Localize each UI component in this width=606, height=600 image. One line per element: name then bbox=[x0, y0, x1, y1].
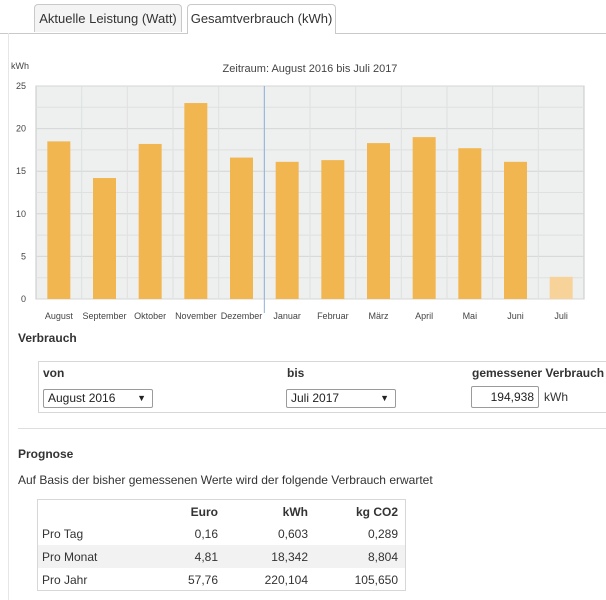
bar-september bbox=[93, 178, 116, 299]
bar-april bbox=[412, 137, 436, 299]
bar-november bbox=[184, 103, 208, 299]
cell-euro: 4,81 bbox=[194, 550, 218, 564]
plot-area: 0 5 10 15 20 25 August September Oktober November… bbox=[16, 81, 585, 321]
row-label: Pro Monat bbox=[42, 550, 98, 564]
content-area bbox=[8, 33, 606, 600]
gemessener-verbrauch-input[interactable]: 194,938 bbox=[471, 386, 539, 408]
x-tick-label: September bbox=[82, 311, 126, 321]
tab-aktuelle-leistung[interactable]: Aktuelle Leistung (Watt) bbox=[34, 4, 182, 32]
table-header-row: Euro kWh kg CO2 bbox=[38, 500, 405, 523]
bar-dezember bbox=[230, 157, 253, 299]
x-tick-label: Juli bbox=[554, 311, 568, 321]
row-label: Pro Tag bbox=[42, 527, 84, 541]
bar-juni bbox=[504, 161, 527, 299]
bar-august bbox=[47, 141, 71, 299]
chart-title: Zeitraum: August 2016 bis Juli 2017 bbox=[223, 63, 398, 75]
bis-select[interactable]: Juli 2017 ▼ bbox=[286, 389, 396, 408]
cell-kwh: 18,342 bbox=[271, 550, 308, 564]
von-label: von bbox=[43, 366, 65, 380]
table-row: Pro Monat 4,81 18,342 8,804 bbox=[38, 545, 405, 568]
column-header-co2: kg CO2 bbox=[355, 505, 398, 519]
cell-co2: 0,289 bbox=[367, 527, 398, 541]
chevron-down-icon: ▼ bbox=[380, 393, 389, 403]
y-tick-label: 5 bbox=[21, 251, 26, 261]
x-tick-label: Februar bbox=[317, 311, 349, 321]
bar-mai bbox=[458, 148, 482, 299]
tab-gesamtverbrauch[interactable]: Gesamtverbrauch (kWh) bbox=[187, 4, 336, 34]
bar-januar bbox=[275, 161, 299, 299]
verbrauch-heading: Verbrauch bbox=[18, 331, 77, 345]
cell-euro: 57,76 bbox=[187, 573, 218, 587]
cell-euro: 0,16 bbox=[194, 527, 218, 541]
cell-kwh: 0,603 bbox=[277, 527, 308, 541]
x-tick-label: November bbox=[175, 311, 217, 321]
x-tick-label: Oktober bbox=[134, 311, 166, 321]
x-tick-label: Januar bbox=[273, 311, 301, 321]
gemessener-verbrauch-label: gemessener Verbrauch bbox=[472, 366, 605, 380]
y-tick-label: 20 bbox=[16, 124, 26, 134]
bis-label: bis bbox=[287, 366, 305, 380]
bis-select-value: Juli 2017 bbox=[291, 391, 340, 405]
bar-februar bbox=[321, 160, 345, 299]
x-tick-label: April bbox=[415, 311, 433, 321]
column-header-euro: Euro bbox=[190, 505, 218, 519]
column-header-kwh: kWh bbox=[282, 505, 308, 519]
row-label: Pro Jahr bbox=[42, 573, 88, 587]
verbrauch-panel: von bis gemessener Verbrauch August 2016… bbox=[38, 361, 606, 413]
cell-kwh: 220,104 bbox=[264, 573, 308, 587]
table-row: Pro Jahr 57,76 220,104 105,650 bbox=[38, 568, 405, 591]
y-tick-label: 10 bbox=[16, 209, 26, 219]
y-tick-label: 0 bbox=[21, 294, 26, 304]
y-tick-label: 25 bbox=[16, 81, 26, 91]
chevron-down-icon: ▼ bbox=[137, 393, 146, 403]
bar-oktober bbox=[138, 143, 162, 299]
unit-label: kWh bbox=[544, 390, 568, 404]
x-tick-label: August bbox=[45, 311, 74, 321]
prognose-description: Auf Basis der bisher gemessenen Werte wi… bbox=[18, 473, 433, 487]
bar-juli bbox=[549, 276, 573, 299]
consumption-chart: kWh Zeitraum: August 2016 bis Juli 2017 … bbox=[11, 61, 585, 321]
x-tick-label: Mai bbox=[463, 311, 478, 321]
cell-co2: 8,804 bbox=[367, 550, 398, 564]
tab-bar: Aktuelle Leistung (Watt) Gesamtverbrauch… bbox=[0, 0, 606, 34]
y-tick-label: 15 bbox=[16, 166, 26, 176]
von-select[interactable]: August 2016 ▼ bbox=[43, 389, 153, 408]
x-tick-label: März bbox=[369, 311, 389, 321]
prognose-heading: Prognose bbox=[18, 447, 74, 461]
prognose-table: Euro kWh kg CO2 Pro Tag 0,16 0,603 0,289… bbox=[37, 499, 406, 591]
cell-co2: 105,650 bbox=[354, 573, 398, 587]
von-select-value: August 2016 bbox=[48, 391, 116, 405]
section-divider bbox=[18, 428, 606, 429]
y-axis-label: kWh bbox=[11, 61, 29, 71]
table-row: Pro Tag 0,16 0,603 0,289 bbox=[38, 522, 405, 545]
x-tick-label: Dezember bbox=[221, 311, 263, 321]
x-tick-label: Juni bbox=[507, 311, 524, 321]
bar-märz bbox=[367, 143, 390, 299]
